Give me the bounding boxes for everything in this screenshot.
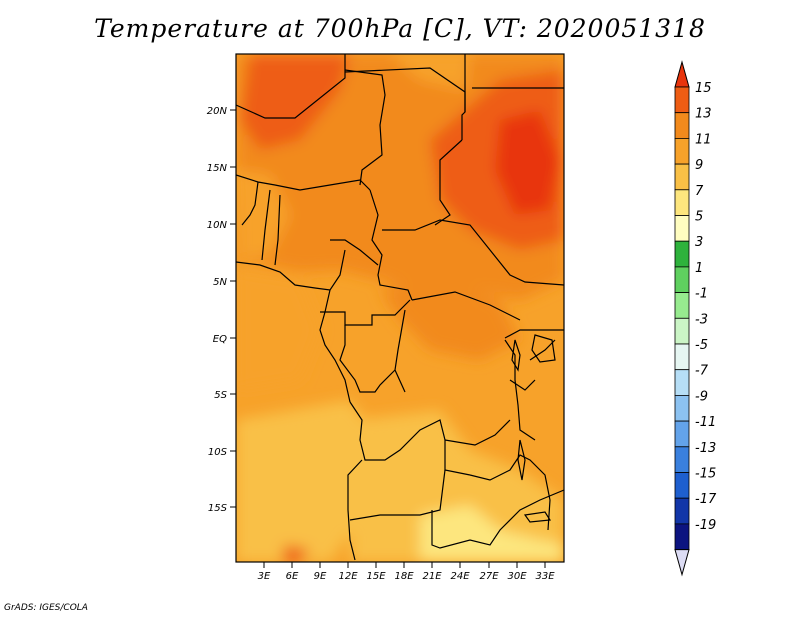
colorbar-swatch (674, 189, 690, 216)
map-frame (235, 53, 565, 563)
map-title: Temperature at 700hPa [C], VT: 202005131… (94, 14, 706, 43)
lat-label: 10N (207, 220, 228, 231)
colorbar-swatch (674, 240, 690, 268)
colorbar-label: 3 (695, 235, 703, 250)
colorbar-label: -7 (695, 364, 709, 379)
lat-label: 5N (213, 277, 227, 288)
colorbar-swatch (674, 523, 690, 551)
colorbar-label: 11 (695, 132, 712, 147)
colorbar-label: 9 (695, 158, 703, 173)
colorbar-label: 15 (695, 81, 712, 96)
colorbar-label: -19 (695, 518, 716, 533)
longitude-axis: 3E 6E 9E 12E 15E 18E 21E 24E 27E 30E 33E (258, 562, 555, 582)
lon-label: 24E (450, 571, 470, 582)
grads-credit: GrADS: IGES/COLA (4, 603, 88, 613)
lon-label: 27E (479, 571, 499, 582)
colorbar-label: -15 (695, 467, 716, 482)
colorbar-label: -17 (695, 492, 717, 507)
colorbar-swatch (674, 137, 690, 165)
colorbar-label: 13 (695, 107, 712, 122)
lon-label: 9E (314, 571, 327, 582)
lat-label: 10S (208, 447, 228, 458)
colorbar-label: -11 (695, 415, 716, 430)
colorbar-label: -5 (695, 338, 708, 353)
lon-label: 18E (394, 571, 414, 582)
colorbar-swatch (674, 215, 690, 242)
lat-label: 20N (207, 106, 228, 117)
colorbar-label: 1 (695, 261, 703, 276)
colorbar-label: -1 (695, 287, 708, 302)
country-borders (236, 54, 564, 561)
lat-label: 15N (207, 163, 228, 174)
colorbar-label: -3 (695, 312, 708, 327)
lon-label: 21E (422, 571, 442, 582)
colorbar-swatch (674, 266, 690, 293)
lat-label: EQ (213, 334, 227, 345)
colorbar-swatch (674, 472, 690, 499)
lon-label: 33E (535, 571, 555, 582)
colorbar-swatch (674, 343, 690, 371)
colorbar-swatch (674, 497, 690, 525)
colorbar-label: -13 (695, 441, 716, 456)
lon-label: 12E (338, 571, 358, 582)
lon-label: 30E (507, 571, 527, 582)
colorbar-swatch (674, 112, 690, 139)
colorbar-swatch (674, 292, 690, 319)
lat-label: 15S (208, 503, 228, 514)
colorbar-label: 5 (695, 210, 703, 225)
temperature-field (236, 54, 564, 562)
colorbar-swatch (674, 446, 690, 473)
colorbar-swatch (674, 317, 690, 345)
lat-label: 5S (214, 390, 227, 401)
latitude-axis: 20N 15N 10N 5N EQ 5S 10S 15S (207, 106, 236, 514)
colorbar-swatch (674, 86, 690, 114)
colorbar-swatch (674, 163, 690, 191)
lon-label: 3E (258, 571, 271, 582)
colorbar-swatch (674, 420, 690, 448)
colorbar-bottom-arrow (674, 549, 690, 577)
colorbar: 15 13 11 9 7 5 3 1 -1 -3 -5 -7 -9 -11 -13 -15 -17 -19 (674, 60, 717, 577)
lon-label: 15E (366, 571, 386, 582)
colorbar-swatch (674, 394, 690, 422)
colorbar-label: 7 (695, 184, 704, 199)
colorbar-top-arrow (674, 60, 690, 88)
colorbar-label: -9 (695, 389, 708, 404)
colorbar-swatch (674, 369, 690, 396)
lon-label: 6E (286, 571, 299, 582)
